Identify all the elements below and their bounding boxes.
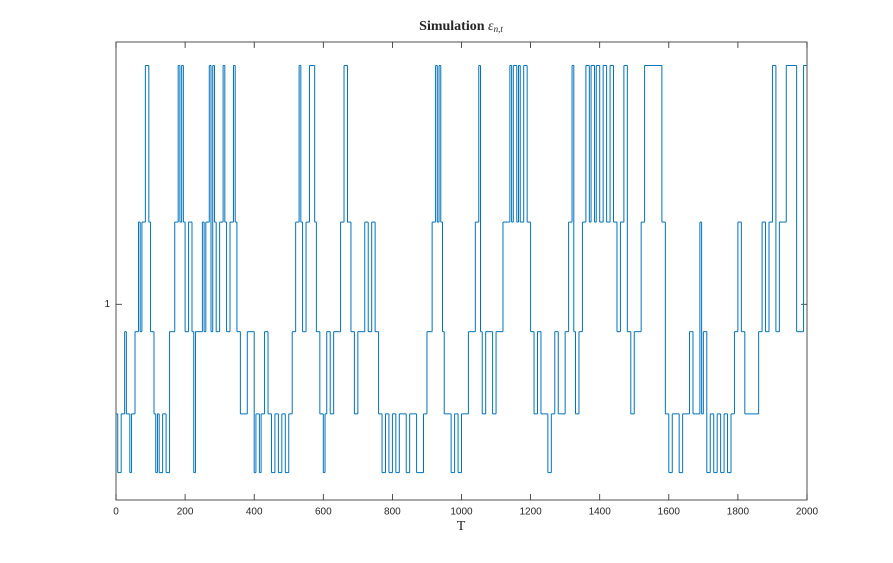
x-tick-label: 200 — [177, 507, 194, 518]
x-tick-label: 1200 — [519, 507, 542, 518]
x-axis-label: T — [457, 519, 466, 534]
x-tick-label: 400 — [246, 507, 263, 518]
x-tick-label: 2000 — [796, 507, 819, 518]
x-tick-label: 1600 — [658, 507, 681, 518]
chart-title: Simulation εn,t — [419, 19, 503, 34]
y-tick-label: 1 — [104, 299, 110, 310]
x-tick-label: 1400 — [589, 507, 612, 518]
title-text: Simulation — [419, 19, 485, 34]
x-tick-label: 1800 — [727, 507, 750, 518]
title-subscript: n,t — [494, 24, 504, 34]
x-tick-label: 600 — [315, 507, 332, 518]
x-tick-label: 800 — [384, 507, 401, 518]
title-symbol: ε — [488, 19, 494, 34]
x-tick-label: 0 — [113, 507, 119, 518]
x-tick-label: 1000 — [450, 507, 473, 518]
